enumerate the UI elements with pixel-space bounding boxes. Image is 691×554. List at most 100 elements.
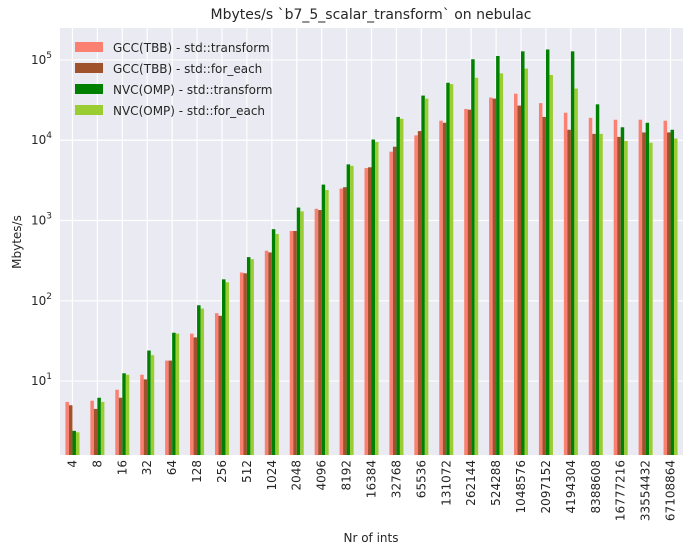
bar-2 [368, 167, 372, 455]
x-tick-label: 256 [215, 460, 229, 483]
x-tick-label: 33554432 [639, 460, 653, 521]
x-tick-label: 32 [140, 460, 154, 475]
y-tick-base: 10 [31, 133, 46, 147]
bar-2 [143, 379, 148, 455]
x-tick-label: 8388608 [589, 460, 603, 513]
bar-1 [289, 231, 294, 455]
bar-4 [325, 189, 329, 456]
bar-4 [399, 118, 404, 455]
bar-3 [246, 257, 251, 455]
bar-1 [538, 103, 543, 455]
bar-4 [549, 74, 553, 455]
y-tick-label: 102 [31, 292, 52, 308]
x-tick-labels: 4 8 16 32 64 128 256 512 1024 2048 4096 8192 16384 32… [65, 460, 677, 521]
bar-3 [321, 184, 326, 455]
y-tick-exponent: 2 [46, 292, 52, 302]
bar-2 [567, 129, 571, 456]
bar-4 [649, 142, 653, 455]
bar-4 [624, 140, 628, 455]
y-tick-exponent: 3 [46, 212, 52, 222]
y-tick-exponent: 5 [46, 51, 52, 61]
bar-1 [663, 120, 668, 455]
bar-1 [563, 112, 568, 455]
bar-4 [75, 432, 80, 455]
bar-3 [197, 305, 201, 455]
bar-4 [275, 233, 279, 455]
bar-4 [599, 133, 603, 456]
x-tick-label: 16777216 [614, 460, 628, 521]
bar-4 [125, 374, 130, 455]
bar-2 [318, 210, 322, 455]
chart-title: Mbytes/s `b7_5_scalar_transform` on nebu… [211, 7, 532, 23]
x-axis-label: Nr of ints [343, 531, 398, 545]
bar-1 [65, 401, 69, 455]
y-tick-exponent: 4 [46, 131, 52, 141]
bar-3 [521, 51, 525, 455]
y-tick-base: 10 [31, 214, 46, 228]
bar-2 [417, 131, 422, 456]
x-tick-label: 512 [240, 460, 254, 483]
x-tick-label: 16384 [365, 460, 379, 498]
bar-3 [346, 164, 351, 455]
bar-1 [613, 119, 618, 455]
bar-1 [638, 119, 643, 455]
bar-2 [168, 360, 173, 455]
bar-4 [225, 282, 229, 455]
bar-4 [424, 98, 429, 455]
x-tick-label: 262144 [464, 460, 478, 506]
bar-4 [250, 259, 254, 455]
bar-4 [474, 77, 479, 455]
bar-3 [570, 51, 575, 455]
y-tick-label: 101 [31, 372, 52, 388]
bar-3 [620, 127, 625, 455]
bar-1 [339, 188, 344, 455]
bar-1 [115, 389, 119, 455]
bar-4 [574, 88, 578, 456]
bar-4 [150, 355, 155, 455]
bar-2 [492, 98, 497, 455]
bar-1 [90, 400, 94, 455]
bar-1 [214, 313, 219, 455]
y-tick-base: 10 [31, 374, 46, 388]
bar-1 [389, 151, 393, 456]
bar-2 [642, 132, 646, 455]
legend-label: NVC(OMP) - std::for_each [113, 104, 265, 118]
bar-3 [122, 373, 126, 455]
y-tick-base: 10 [31, 53, 46, 67]
bar-3 [221, 279, 226, 455]
bar-2 [517, 105, 522, 455]
bar-3 [97, 397, 101, 455]
bar-4 [350, 165, 354, 455]
bar-1 [190, 333, 194, 455]
y-tick-exponent: 1 [46, 372, 52, 382]
bar-3 [446, 82, 450, 455]
bar-1 [439, 120, 443, 455]
bar-1 [314, 208, 319, 455]
x-tick-label: 2048 [290, 460, 304, 491]
bar-4 [449, 84, 454, 456]
x-tick-label: 8 [90, 460, 104, 468]
x-tick-label: 2097152 [539, 460, 553, 513]
x-tick-label: 32768 [389, 460, 403, 498]
x-tick-label: 67108864 [664, 460, 678, 521]
bars [65, 49, 678, 456]
x-tick-label: 64 [165, 460, 179, 475]
bar-3 [496, 55, 500, 455]
y-tick-base: 10 [31, 294, 46, 308]
y-tick-label: 104 [31, 131, 52, 147]
legend-label: NVC(OMP) - std::transform [113, 83, 272, 97]
bar-2 [392, 146, 397, 455]
bar-2 [343, 187, 347, 456]
x-tick-label: 16 [115, 460, 129, 475]
legend-swatch [75, 42, 103, 52]
x-tick-label: 128 [190, 460, 204, 483]
x-tick-label: 8192 [340, 460, 354, 491]
x-tick-label: 131072 [439, 460, 453, 506]
bar-1 [464, 108, 468, 456]
bar-2 [442, 122, 447, 456]
bar-4 [200, 308, 205, 455]
bar-2 [68, 405, 73, 455]
bar-4 [499, 73, 504, 456]
bar-4 [524, 68, 529, 455]
